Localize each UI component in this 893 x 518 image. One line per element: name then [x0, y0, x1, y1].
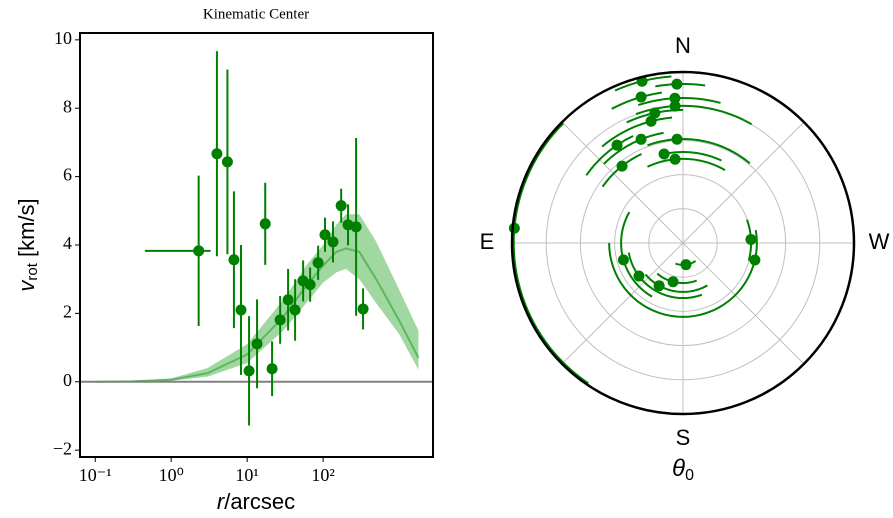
point — [669, 100, 681, 112]
theta-var: θ — [672, 455, 685, 482]
point — [671, 133, 683, 145]
x-label-unit: /arcsec — [224, 489, 295, 514]
point — [266, 363, 278, 375]
point — [319, 229, 331, 241]
theta-error-arc — [647, 138, 751, 165]
y-tick-label: 0 — [63, 370, 72, 390]
model-band — [95, 214, 419, 382]
x-label-var: r — [217, 489, 226, 514]
point — [669, 92, 681, 104]
y-tick-label: 2 — [63, 302, 72, 322]
point — [211, 148, 223, 160]
theta-error-arc — [627, 252, 703, 300]
point — [251, 338, 263, 350]
point — [616, 160, 628, 172]
point — [193, 245, 205, 257]
point — [508, 222, 520, 234]
point — [635, 91, 647, 103]
theta-error-arc — [644, 273, 708, 293]
theta-grid — [682, 242, 805, 365]
x-tick-label: 10⁻¹ — [79, 465, 112, 485]
point — [635, 133, 647, 145]
theta-error-arc — [608, 230, 758, 318]
point — [312, 257, 324, 269]
theta-tick-label: E — [480, 229, 495, 254]
point — [274, 314, 286, 326]
theta-label: θ0 — [672, 455, 694, 484]
point — [649, 107, 661, 119]
x-tick-label: 10⁰ — [159, 465, 184, 485]
point — [658, 148, 670, 160]
theta-tick-label: N — [675, 33, 691, 58]
point — [633, 270, 645, 282]
x-axis-label: r/arcsec — [217, 489, 295, 514]
chart-title: Kinematic Center — [203, 6, 309, 22]
point — [357, 303, 369, 315]
theta-error-arc — [585, 135, 634, 176]
point — [617, 254, 629, 266]
y-tick-label: −2 — [53, 438, 72, 458]
y-label-var: v — [14, 279, 39, 292]
theta-grid — [682, 121, 805, 244]
theta-tick-label: S — [676, 425, 691, 450]
plot-frame — [79, 32, 434, 458]
polar-frame — [510, 70, 856, 416]
theta-error-arc — [647, 157, 726, 172]
y-label-unit: [km/s] — [14, 198, 39, 263]
point — [327, 236, 339, 248]
theta-error-arc — [603, 131, 664, 165]
point — [259, 218, 271, 230]
point — [667, 276, 679, 288]
theta-error-arc — [512, 122, 589, 385]
theta-error-arc — [601, 116, 673, 148]
x-tick-label: 10¹ — [235, 465, 258, 485]
y-tick-label: 8 — [63, 96, 72, 116]
point — [289, 304, 301, 316]
point — [235, 304, 247, 316]
y-tick-label: 6 — [63, 165, 72, 185]
y-tick-label: 10 — [54, 28, 72, 48]
x-tick-label: 10² — [311, 465, 334, 485]
y-label-sub: rot — [24, 262, 41, 280]
point — [645, 115, 657, 127]
theta-grid — [561, 242, 684, 365]
point — [243, 365, 255, 377]
point — [335, 200, 347, 212]
y-axis-label: vrot [km/s] — [14, 198, 41, 291]
y-tick-label: 4 — [63, 233, 72, 253]
theta-error-arc — [659, 151, 722, 162]
point — [749, 254, 761, 266]
point — [228, 254, 240, 266]
point — [221, 156, 233, 168]
theta-tick-label: W — [869, 229, 890, 254]
point — [350, 221, 362, 233]
point — [669, 153, 681, 165]
point — [611, 139, 623, 151]
point — [304, 279, 316, 291]
point — [653, 280, 665, 292]
theta-grid — [561, 121, 684, 244]
point — [680, 259, 692, 271]
model-line — [95, 247, 420, 383]
point — [282, 294, 294, 306]
theta-sub: 0 — [685, 467, 694, 484]
point — [745, 233, 757, 245]
point — [671, 78, 683, 90]
